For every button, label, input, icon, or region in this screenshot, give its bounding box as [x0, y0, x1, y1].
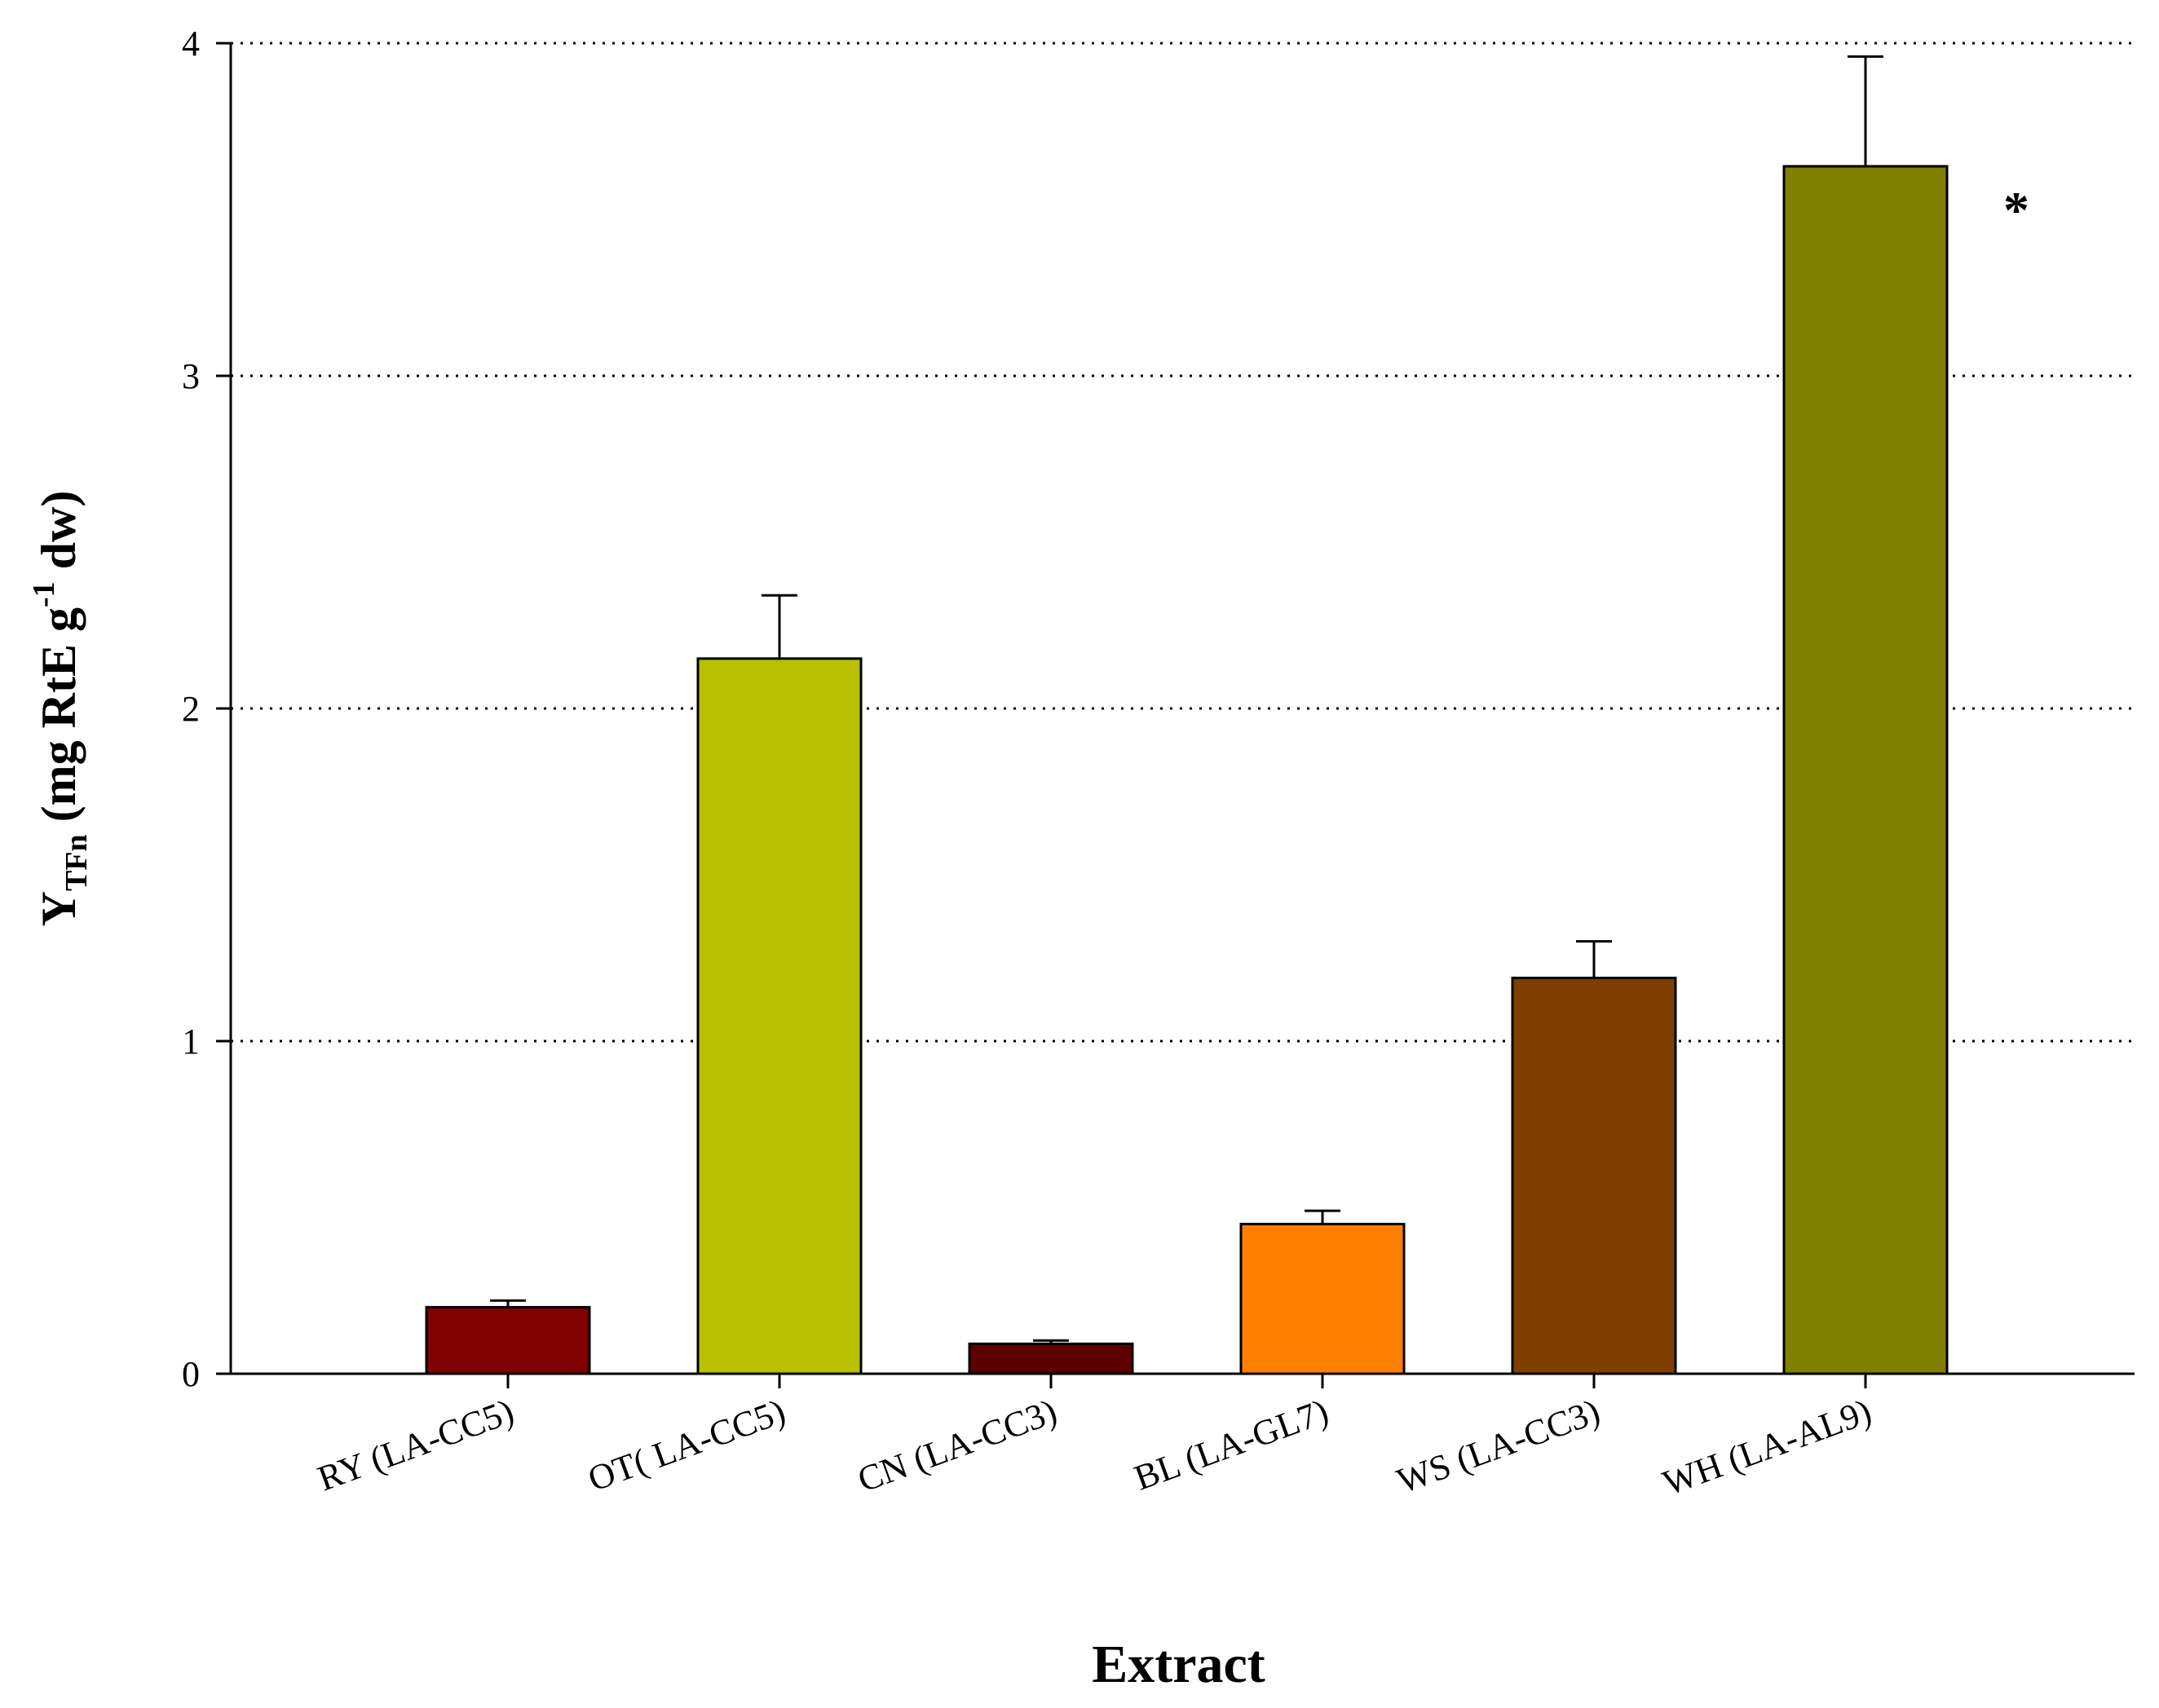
x-tick-label: RY (LA-CC5)	[312, 1391, 519, 1498]
y-tick-label: 4	[182, 24, 200, 64]
labels: 0 1 2 3 4 RY (LA-CC5) OT( LA-CC5) CN (LA-CC3) BL…	[182, 24, 2029, 1503]
y-tick-label: 3	[182, 356, 200, 396]
y-axis-title-subscript: TFn	[60, 834, 94, 891]
x-tick-label: CN (LA-CC3)	[853, 1391, 1062, 1499]
bar	[1782, 165, 1949, 1375]
bar	[696, 657, 863, 1375]
y-axis-title: YTFn (mg RtE g-1 dw)	[27, 491, 94, 927]
y-axis-title-main: Y	[32, 891, 86, 926]
y-tick-label: 0	[182, 1354, 200, 1394]
bars	[425, 165, 1949, 1375]
y-axis-title-tail: dw)	[32, 491, 86, 582]
error-bars	[490, 55, 1883, 1344]
significance-annotation: *	[2003, 181, 2029, 239]
bar	[968, 1342, 1134, 1375]
y-tick-label: 1	[182, 1022, 200, 1061]
y-axis-title-superscript: -1	[27, 581, 61, 607]
axes	[216, 42, 2135, 1388]
bar	[1239, 1222, 1406, 1375]
bar	[1511, 976, 1677, 1375]
x-tick-label: BL (LA-GL7)	[1129, 1391, 1334, 1498]
y-tick-label: 2	[182, 689, 200, 729]
bar	[425, 1305, 591, 1375]
x-tick-label: OT( LA-CC5)	[583, 1391, 790, 1499]
x-axis-title: Extract	[1092, 1635, 1265, 1694]
x-tick-label: WS (LA-CC3)	[1392, 1391, 1605, 1501]
x-tick-label: WH (LA-AL9)	[1658, 1391, 1876, 1503]
y-axis-title-unit: (mg RtE g	[32, 607, 86, 834]
